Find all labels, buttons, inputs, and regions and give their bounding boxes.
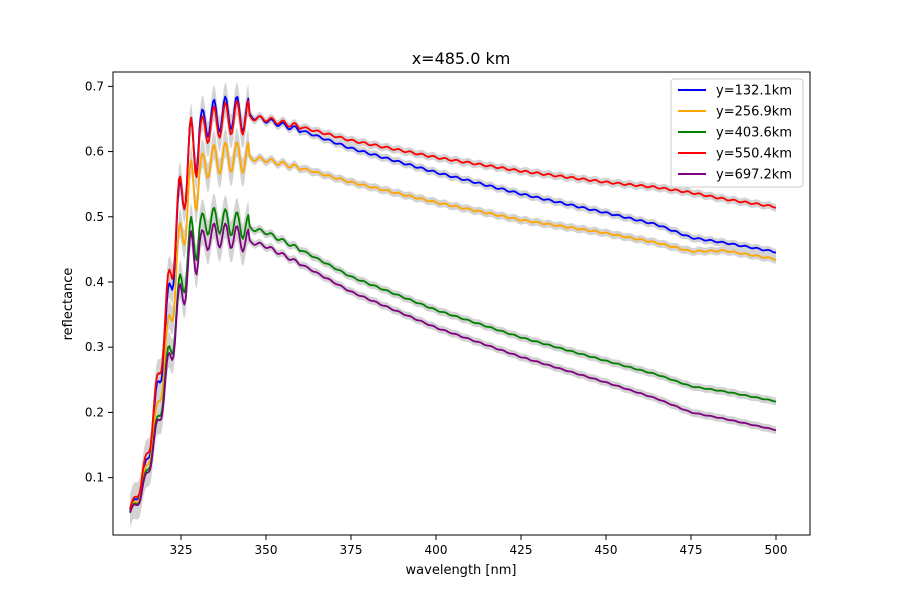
series-line-2: [129, 141, 776, 512]
y-axis-ticks: 0.1 0.2 0.3 0.4 0.5 0.6 0.7: [85, 79, 113, 485]
series-line-1: [129, 95, 776, 511]
uncertainty-band-3: [130, 193, 776, 527]
uncertainty-band-2: [130, 128, 776, 526]
legend-label-3: y=403.6km: [716, 126, 792, 141]
x-tick-label: 375: [340, 543, 363, 557]
y-tick-label: 0.7: [85, 79, 104, 93]
legend-label-2: y=256.9km: [716, 105, 792, 120]
x-tick-label: 400: [425, 543, 448, 557]
series-line-4: [129, 99, 776, 510]
uncertainty-band-5: [130, 209, 776, 528]
x-axis-ticks: 325 350 375 400 425 450 475 500: [170, 535, 788, 557]
y-tick-label: 0.2: [85, 405, 104, 419]
y-axis-label: reflectance: [61, 268, 76, 341]
plot-area-frame: [112, 71, 811, 536]
y-tick-label: 0.6: [85, 145, 104, 159]
series-lines: [129, 95, 777, 514]
x-tick-label: 475: [680, 543, 703, 557]
y-tick-label: 0.3: [85, 340, 104, 354]
legend: y=132.1km y=256.9km y=403.6km y=550.4km y=69…: [670, 78, 804, 188]
uncertainty-bands: [130, 82, 776, 528]
legend-label-1: y=132.1km: [716, 84, 792, 99]
y-tick-label: 0.5: [85, 210, 104, 224]
y-tick-label: 0.1: [85, 471, 104, 485]
y-tick-label: 0.4: [85, 275, 104, 289]
x-tick-label: 500: [765, 543, 788, 557]
x-tick-label: 425: [510, 543, 533, 557]
x-tick-label: 450: [595, 543, 618, 557]
legend-label-4: y=550.4km: [716, 147, 792, 162]
chart-title: x=485.0 km: [412, 49, 511, 68]
x-tick-label: 350: [255, 543, 278, 557]
x-tick-label: 325: [170, 543, 193, 557]
legend-box: [670, 78, 804, 188]
x-axis-label: wavelength [nm]: [406, 563, 517, 578]
legend-label-5: y=697.2km: [716, 168, 792, 183]
series-line-5: [129, 222, 777, 514]
series-line-3: [129, 206, 777, 513]
